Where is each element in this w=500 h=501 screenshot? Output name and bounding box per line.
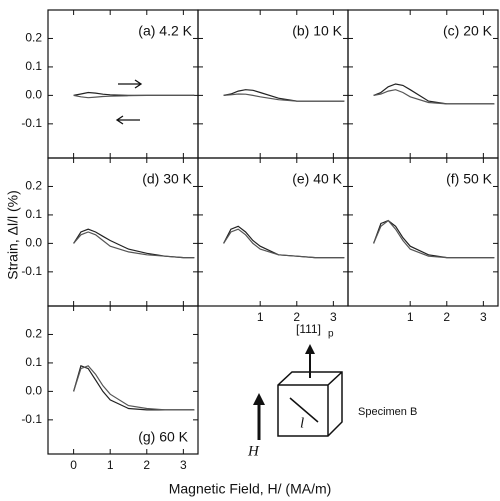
panel: 1 2 3 (f) 50 K: [347, 157, 499, 324]
y-tick-label: 0.1: [25, 59, 42, 73]
strain-curve: [223, 93, 345, 102]
panel-title: (b) 10 K: [292, 23, 342, 39]
y-tick-label: -0.1: [21, 116, 42, 130]
panel-title: (c) 20 K: [443, 23, 493, 39]
panel: (b) 10 K: [197, 9, 349, 159]
direction-label: [111]: [296, 322, 321, 336]
sweep-arrow: [115, 115, 140, 125]
y-tick-label: 0.2: [25, 327, 42, 341]
y-tick-label: 0.0: [25, 88, 42, 102]
y-tick-label: 0.0: [25, 384, 42, 398]
panel-title: (d) 30 K: [142, 171, 192, 187]
length-arrow: [289, 397, 319, 423]
panel-title: (e) 40 K: [292, 171, 342, 187]
direction-subscript: p: [328, 329, 334, 340]
strain-curve: [223, 225, 345, 259]
y-tick-label: 0.1: [25, 207, 42, 221]
strain-curve: [373, 83, 495, 105]
panel-title: (f) 50 K: [446, 171, 493, 187]
strain-curve: [73, 94, 195, 99]
y-tick-label: 0.1: [25, 355, 42, 369]
panel-title: (a) 4.2 K: [138, 23, 192, 39]
x-axis-label: Magnetic Field, H/ (MA/m): [169, 481, 332, 497]
x-tick-label: 2: [143, 458, 150, 472]
panel-frame: [347, 157, 499, 307]
panel-title: (g) 60 K: [138, 429, 188, 445]
x-tick-label: 3: [180, 458, 187, 472]
strain-curve: [73, 365, 195, 411]
x-tick-label: 1: [107, 458, 114, 472]
strain-curve: [223, 89, 345, 102]
panel: 1 2 3 (e) 40 K: [197, 157, 349, 324]
x-tick-label: 3: [480, 310, 487, 324]
specimen-diagram: [111] p H l Specimen B: [247, 322, 417, 459]
panel: -0.1 0.0 0.1 0.2 (a) 4.2 K: [21, 9, 199, 159]
y-tick-label: 0.2: [25, 179, 42, 193]
y-axis-label: Strain, Δl/l (%): [5, 190, 21, 279]
cube: [277, 371, 343, 437]
strain-curve: [373, 89, 495, 105]
x-tick-label: 1: [257, 310, 264, 324]
arrow-head: [305, 344, 315, 354]
y-tick-label: 0.2: [25, 31, 42, 45]
y-tick-label: 0.0: [25, 236, 42, 250]
panel: -0.1 0.0 0.1 0.2 (d) 30 K: [21, 157, 199, 307]
arrow-head: [253, 393, 265, 405]
x-tick-label: 1: [407, 310, 414, 324]
strain-curve: [373, 219, 495, 259]
panel: (c) 20 K: [347, 9, 499, 159]
x-tick-label: 0: [70, 458, 77, 472]
field-label: H: [247, 443, 260, 459]
panel-frame: [47, 305, 199, 455]
length-label: l: [300, 415, 304, 431]
panel: -0.1 0.0 0.1 0.2 0 1 2 3 (g) 60 K: [21, 305, 199, 472]
strain-curve: [373, 219, 495, 259]
sweep-arrow: [118, 79, 143, 89]
strain-curve: [223, 228, 345, 259]
x-tick-label: 2: [443, 310, 450, 324]
strain-curve: [73, 231, 195, 259]
y-tick-label: -0.1: [21, 412, 42, 426]
specimen-label: Specimen B: [358, 406, 417, 418]
y-tick-label: -0.1: [21, 264, 42, 278]
strain-curve: [73, 365, 195, 411]
x-tick-label: 3: [330, 310, 337, 324]
x-tick-label: 2: [293, 310, 300, 324]
